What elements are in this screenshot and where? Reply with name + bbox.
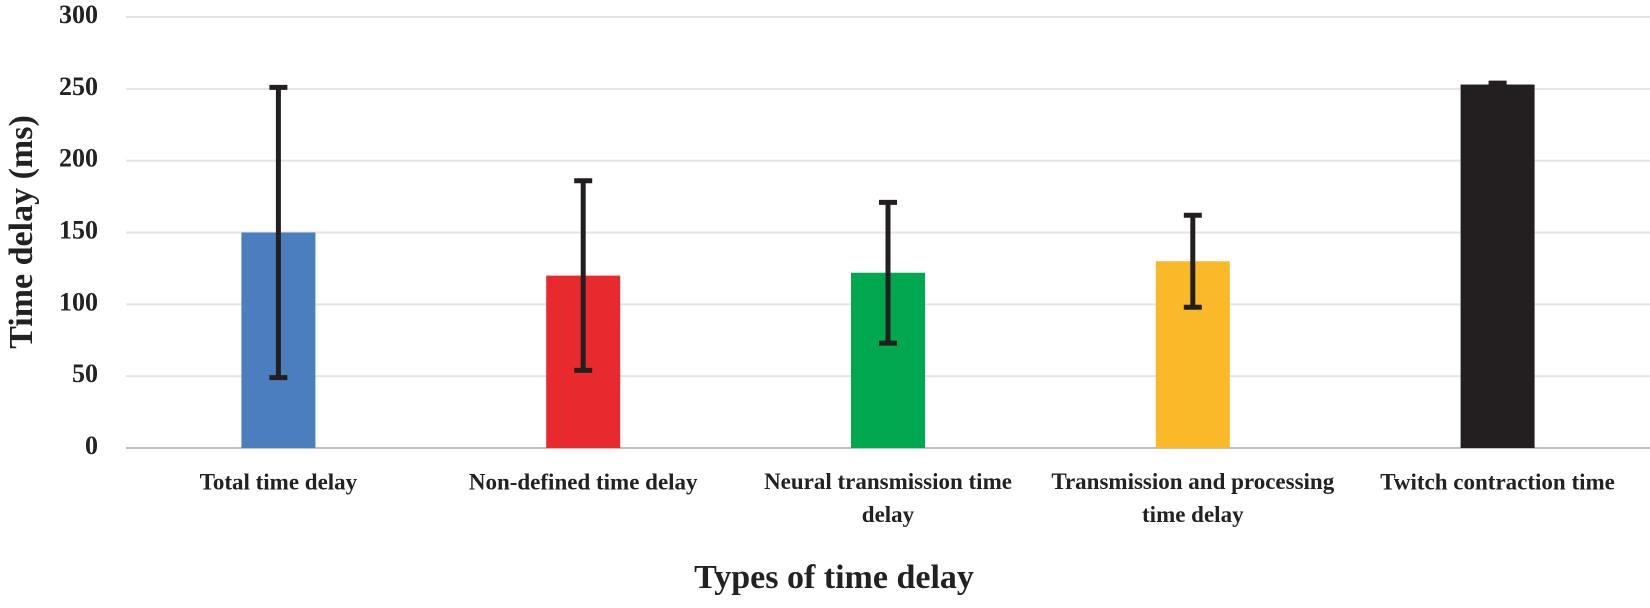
error-bar <box>574 178 593 373</box>
y-tick-label: 300 <box>59 0 98 29</box>
error-bar <box>1183 212 1202 310</box>
y-tick-label: 250 <box>59 72 98 101</box>
error-bar <box>879 199 897 346</box>
y-tick-label: 150 <box>59 215 98 244</box>
error-bar <box>1488 80 1507 89</box>
bar <box>1460 84 1535 449</box>
x-axis-title: Types of time delay <box>694 559 974 596</box>
y-tick-label: 50 <box>72 359 98 388</box>
y-tick-label: 200 <box>59 144 98 173</box>
x-tick-label: Non-defined time delay <box>469 469 698 494</box>
error-bar <box>269 84 288 381</box>
y-tick-label: 100 <box>59 287 98 316</box>
x-tick-label: Total time delay <box>200 469 358 494</box>
x-tick-label: Twitch contraction time <box>1380 469 1615 494</box>
x-tick-label: Neural transmission time delay <box>764 469 1012 527</box>
y-axis-title: Time delay (ms) <box>3 115 40 349</box>
x-tick-label: Transmission and processing time delay <box>1051 469 1334 527</box>
y-tick-label: 0 <box>85 431 98 460</box>
